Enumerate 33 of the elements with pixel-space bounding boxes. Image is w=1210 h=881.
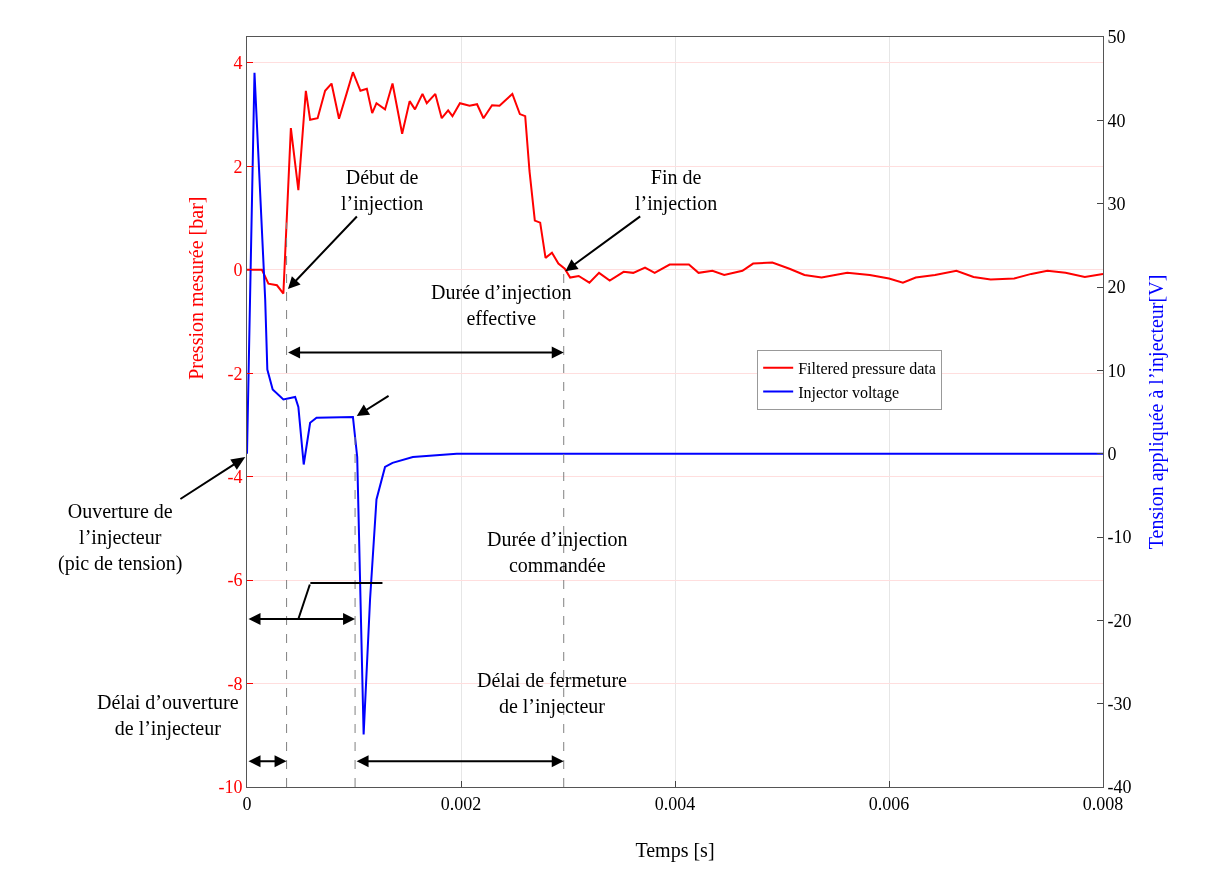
y-tick-label: 4 xyxy=(233,53,243,74)
annotation: Début de l’injection xyxy=(341,166,424,215)
annotation: Fin de l’injection xyxy=(635,166,718,215)
y-tick-label: -2 xyxy=(227,363,243,384)
y2-tick-label: 40 xyxy=(1107,110,1126,131)
x-tick-label: 0.002 xyxy=(440,793,482,814)
y-tick-label: -8 xyxy=(227,673,243,694)
y2-tick-label: 30 xyxy=(1107,193,1126,214)
legend-label: Filtered pressure data xyxy=(798,359,936,378)
x-axis-title: Temps [s] xyxy=(635,839,715,862)
annotation: Ouverture de l’injecteur (pic de tension) xyxy=(58,500,183,575)
x-tick-label: 0.006 xyxy=(868,793,910,814)
y2-tick-label: -20 xyxy=(1107,610,1132,631)
y2-tick-label: -30 xyxy=(1107,693,1132,714)
y2-tick-label: 20 xyxy=(1107,277,1126,298)
y-tick-label: -10 xyxy=(218,777,243,798)
annotation: Délai de fermeture de l’injecteur xyxy=(477,669,628,718)
y-tick-label: -6 xyxy=(227,570,243,591)
legend-label: Injector voltage xyxy=(798,383,900,402)
y2-tick-label: 0 xyxy=(1107,443,1117,464)
y2-tick-label: 10 xyxy=(1107,360,1126,381)
y2-tick-label: 50 xyxy=(1107,27,1126,48)
annotation: Durée d’injection effective xyxy=(431,281,572,329)
y-tick-label: -4 xyxy=(227,466,243,487)
annotation: Durée d’injection commandée xyxy=(487,528,628,576)
y-tick-label: 0 xyxy=(233,260,243,281)
y2-axis-title: Tension appliquée à l’injecteur[V] xyxy=(1145,274,1168,550)
y-axis-title: Pression mesurée [bar] xyxy=(184,196,207,380)
text: Délai d’ouverture de l’injecteur xyxy=(97,691,239,740)
y-tick-label: 2 xyxy=(233,156,243,177)
x-tick-label: 0.004 xyxy=(654,793,696,814)
y2-tick-label: -10 xyxy=(1107,527,1132,548)
line-series xyxy=(247,71,1103,736)
